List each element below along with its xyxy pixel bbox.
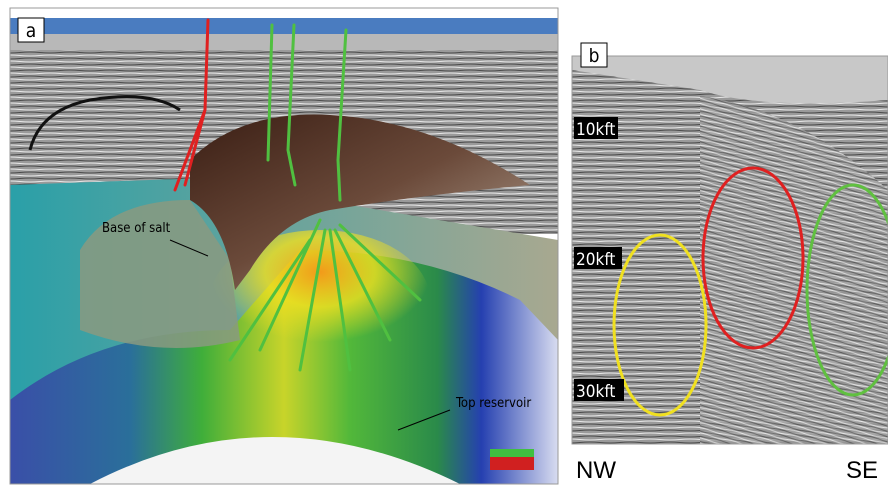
- figure: a Base of salt Top reservoir b 10kft 20k…: [0, 0, 888, 486]
- annotation: Top reservoir: [455, 396, 531, 411]
- depth-label: 30kft: [576, 382, 615, 402]
- depth-label: 20kft: [576, 250, 615, 270]
- panel-label: a: [26, 20, 36, 42]
- depth-label: 10kft: [576, 120, 615, 140]
- direction-label: SE: [846, 457, 878, 484]
- annotation: Base of salt: [102, 221, 171, 236]
- direction-label: NW: [576, 457, 616, 484]
- panel-label: b: [589, 45, 600, 67]
- panel-a: [10, 8, 558, 484]
